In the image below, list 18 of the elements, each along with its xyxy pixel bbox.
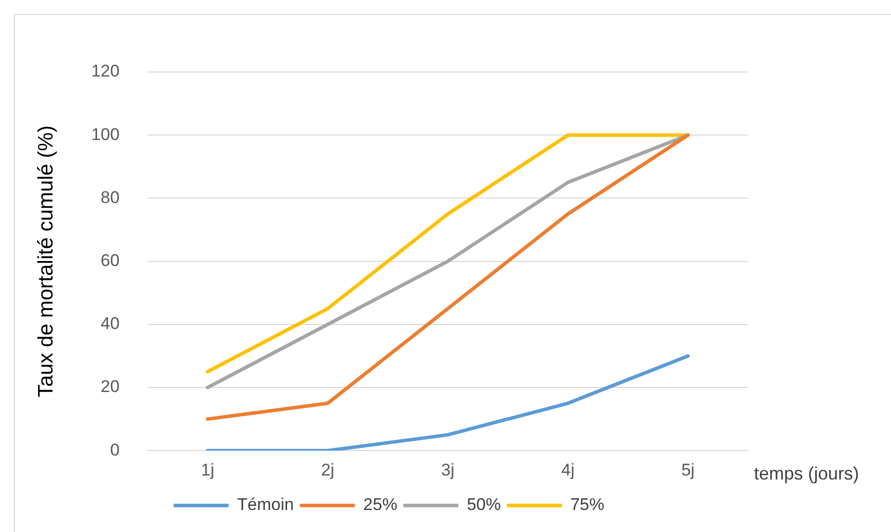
x-tick-label: 1j: [200, 460, 214, 480]
y-tick-label: 60: [100, 250, 120, 270]
y-tick-label: 20: [100, 377, 120, 396]
x-tick-label: 2j: [321, 460, 334, 480]
legend-label: 75%: [570, 495, 604, 514]
legend-label: Témoin: [237, 495, 294, 514]
y-tick-label: 120: [91, 62, 120, 81]
legend-label: 50%: [466, 495, 501, 514]
y-axis-title: Taux de mortalité cumulé (%): [34, 125, 58, 398]
x-axis-title: temps (jours): [754, 464, 860, 484]
y-tick-label: 0: [110, 440, 120, 460]
y-tick-label: 100: [91, 124, 120, 144]
legend-label: 25%: [363, 495, 398, 514]
y-tick-label: 40: [100, 314, 120, 334]
x-tick-label: 5j: [681, 460, 695, 480]
y-tick-label: 80: [100, 188, 120, 207]
x-tick-label: 3j: [441, 460, 454, 480]
x-tick-label: 4j: [561, 460, 574, 480]
